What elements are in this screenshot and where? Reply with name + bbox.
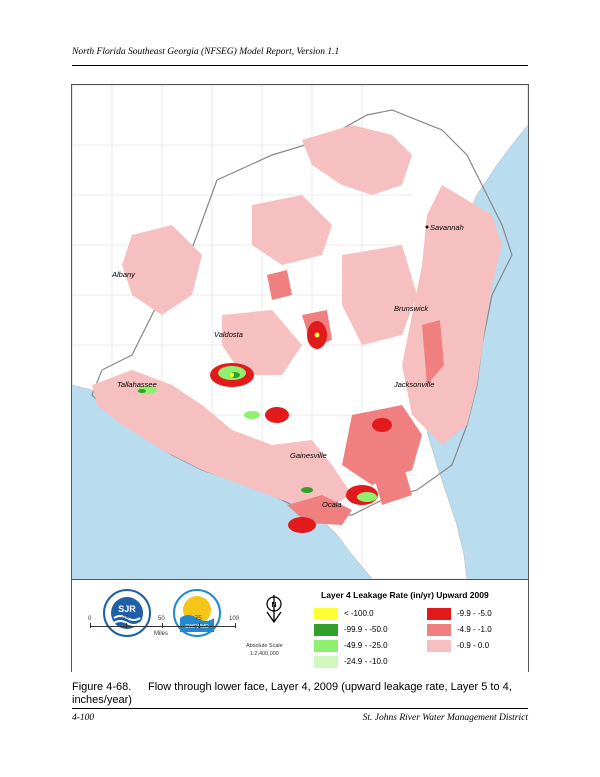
swfwmd-logo: SWFWMD bbox=[173, 589, 221, 637]
legend-label: -99.9 - -50.0 bbox=[344, 625, 388, 634]
map-frame: Savannah Albany Brunswick Valdosta Jacks… bbox=[71, 84, 529, 672]
svg-text:N: N bbox=[271, 602, 276, 609]
city-albany: Albany bbox=[111, 270, 136, 279]
legend-swatch bbox=[427, 640, 451, 652]
legend-label: -49.9 - -25.0 bbox=[344, 641, 388, 650]
legend-label: -9.9 - -5.0 bbox=[457, 609, 492, 618]
figure-caption-text: Flow through lower face, Layer 4, 2009 (… bbox=[72, 681, 512, 706]
city-savannah: Savannah bbox=[430, 223, 464, 232]
scale-bar bbox=[90, 626, 236, 629]
city-gainesville: Gainesville bbox=[290, 451, 327, 460]
city-ocala: Ocala bbox=[322, 500, 342, 509]
scale-tick: 25 bbox=[122, 616, 129, 622]
legend-label: -0.9 - 0.0 bbox=[457, 641, 490, 650]
header-rule bbox=[72, 65, 528, 66]
legend-label: -24.9 - -10.0 bbox=[344, 657, 388, 666]
svg-text:SWFWMD: SWFWMD bbox=[185, 624, 209, 630]
county-lines bbox=[72, 85, 417, 565]
absolute-scale: Absolute Scale 1:2,400,000 bbox=[246, 643, 283, 657]
legend-swatch bbox=[427, 608, 451, 620]
report-header: North Florida Southeast Georgia (NFSEG) … bbox=[72, 47, 340, 57]
legend-label: < -100.0 bbox=[344, 609, 374, 618]
scale-tick: 75 bbox=[195, 616, 202, 622]
map-canvas: Savannah Albany Brunswick Valdosta Jacks… bbox=[72, 85, 528, 579]
scale-tick: 50 bbox=[158, 616, 165, 622]
north-arrow-icon: N bbox=[266, 595, 282, 624]
leakage-light bbox=[92, 125, 502, 510]
sjr-logo: SJR bbox=[103, 589, 151, 637]
legend-swatch bbox=[314, 624, 338, 636]
city-brunswick: Brunswick bbox=[394, 304, 429, 313]
city-jacksonville: Jacksonville bbox=[393, 380, 434, 389]
leakage-red bbox=[210, 321, 392, 533]
city-tallahassee: Tallahassee bbox=[117, 380, 157, 389]
leakage-yellow bbox=[230, 332, 320, 377]
figure-caption: Figure 4-68. Flow through lower face, Lay… bbox=[72, 681, 532, 707]
city-valdosta: Valdosta bbox=[214, 330, 243, 339]
legend-swatch bbox=[314, 640, 338, 652]
svg-text:SJR: SJR bbox=[118, 604, 136, 614]
scale-tick: 100 bbox=[229, 616, 240, 622]
figure-number: Figure 4-68. bbox=[72, 681, 132, 693]
map-legend: SJR SWFWMD N Absolute Scale 1:2,400,000 … bbox=[72, 579, 528, 672]
legend-label: -4.9 - -1.0 bbox=[457, 625, 492, 634]
legend-swatch bbox=[314, 608, 338, 620]
footer-rule bbox=[72, 708, 528, 709]
page-number: 4-100 bbox=[72, 713, 95, 723]
scale-tick: 0 bbox=[88, 616, 92, 622]
footer-org: St. Johns River Water Management Distric… bbox=[362, 713, 528, 723]
scale-unit: Miles bbox=[154, 631, 169, 637]
legend-swatch bbox=[427, 624, 451, 636]
legend-title: Layer 4 Leakage Rate (in/yr) Upward 2009 bbox=[321, 590, 489, 600]
city-dot bbox=[425, 225, 429, 229]
legend-swatch bbox=[314, 656, 338, 668]
model-boundary bbox=[91, 109, 513, 516]
